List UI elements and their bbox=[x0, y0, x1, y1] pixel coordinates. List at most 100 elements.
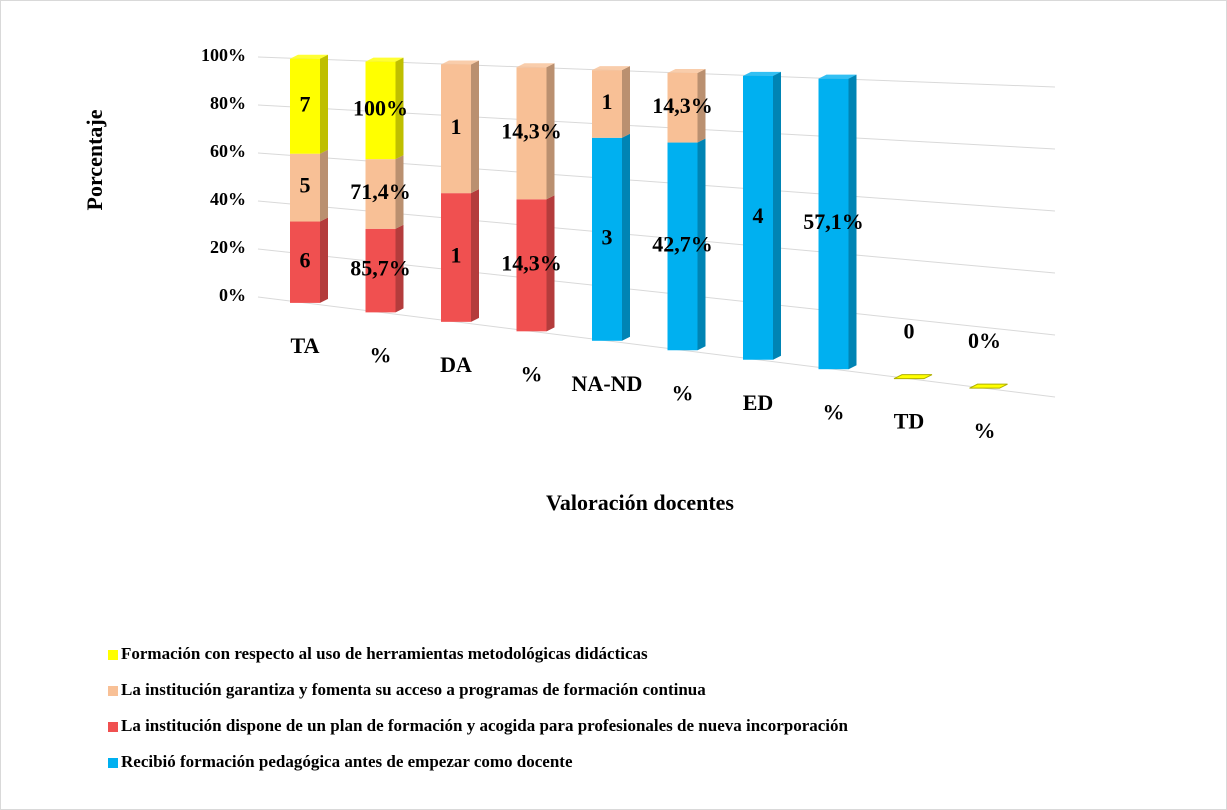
data-label: 4 bbox=[753, 203, 764, 228]
y-tick-label: 100% bbox=[201, 45, 246, 65]
bar bbox=[592, 137, 622, 341]
bar bbox=[969, 383, 1008, 389]
bar bbox=[743, 75, 773, 360]
bar bbox=[441, 193, 471, 322]
data-label: 0% bbox=[968, 328, 1001, 353]
bar-side bbox=[622, 133, 630, 341]
legend-swatch bbox=[108, 650, 118, 660]
legend-swatch bbox=[108, 722, 118, 732]
data-label: 100% bbox=[353, 95, 408, 120]
bar-side bbox=[848, 74, 857, 370]
bar-side-shade bbox=[395, 57, 404, 160]
data-label: 14,3% bbox=[501, 118, 562, 143]
bar bbox=[667, 72, 698, 143]
bar-top bbox=[290, 54, 328, 59]
bar-side-shade bbox=[471, 189, 479, 322]
legend-label: La institución garantiza y fomenta su ac… bbox=[121, 680, 706, 699]
data-label: 1 bbox=[602, 89, 613, 114]
x-tick-label: % bbox=[672, 380, 694, 405]
bar bbox=[365, 159, 396, 229]
legend-label: Formación con respecto al uso de herrami… bbox=[121, 644, 648, 663]
bar-top bbox=[818, 74, 857, 79]
y-tick-label: 40% bbox=[210, 189, 246, 209]
bar-side-shade bbox=[848, 74, 857, 370]
x-tick-label: NA-ND bbox=[572, 371, 643, 396]
y-axis-title: Porcentaje bbox=[82, 109, 107, 210]
bar-side bbox=[395, 155, 404, 229]
x-tick-label: TA bbox=[291, 333, 320, 358]
y-tick-label: 20% bbox=[210, 237, 246, 257]
bar bbox=[516, 67, 547, 200]
bar-side bbox=[697, 68, 706, 143]
bar-top bbox=[592, 66, 630, 71]
bar-side bbox=[546, 195, 555, 332]
grid-line bbox=[257, 296, 1056, 398]
bar bbox=[290, 58, 320, 154]
bar bbox=[365, 61, 396, 160]
y-tick-label: 0% bbox=[219, 285, 246, 305]
x-tick-label: DA bbox=[440, 352, 472, 377]
x-tick-label: % bbox=[370, 342, 392, 367]
bar-side-shade bbox=[697, 138, 706, 351]
data-label: 0 bbox=[904, 319, 915, 344]
legend-label: Recibió formación pedagógica antes de em… bbox=[121, 752, 573, 771]
bar bbox=[893, 374, 933, 380]
bar-side-shade bbox=[395, 155, 404, 229]
bar-side bbox=[320, 149, 328, 222]
bar-side bbox=[320, 54, 328, 154]
bar-side-shade bbox=[395, 224, 404, 313]
bar-side-shade bbox=[622, 133, 630, 341]
data-label: 5 bbox=[300, 173, 311, 198]
data-label: 1 bbox=[451, 243, 462, 268]
bar-side bbox=[395, 57, 404, 160]
bar-side bbox=[546, 63, 555, 200]
bar bbox=[516, 199, 547, 332]
data-label: 14,3% bbox=[501, 250, 562, 275]
data-label: 7 bbox=[300, 91, 311, 116]
bar-top bbox=[516, 63, 555, 68]
bar bbox=[365, 228, 396, 313]
bar bbox=[290, 221, 320, 303]
x-tick-label: % bbox=[823, 399, 845, 424]
x-tick-label: TD bbox=[894, 409, 925, 434]
bar bbox=[667, 142, 698, 351]
bar-top bbox=[743, 71, 781, 76]
bar-side bbox=[622, 66, 630, 138]
data-label: 71,4% bbox=[350, 179, 411, 204]
data-label: 85,7% bbox=[350, 256, 411, 281]
bar-side-shade bbox=[320, 54, 328, 154]
data-label: 6 bbox=[300, 247, 311, 272]
bar-side-shade bbox=[622, 66, 630, 138]
bar-side bbox=[773, 71, 781, 360]
bar-side bbox=[395, 224, 404, 313]
x-tick-label: ED bbox=[743, 390, 774, 415]
bar bbox=[441, 64, 471, 194]
bar-top bbox=[365, 57, 404, 62]
bar-side-shade bbox=[320, 217, 328, 303]
bar bbox=[592, 70, 622, 138]
bar-side bbox=[471, 189, 479, 322]
data-label: 3 bbox=[602, 224, 613, 249]
y-tick-label: 80% bbox=[210, 93, 246, 113]
data-label: 1 bbox=[451, 114, 462, 139]
legend-label: La institución dispone de un plan de for… bbox=[121, 716, 849, 735]
bar-side-shade bbox=[546, 63, 555, 200]
bar-side-shade bbox=[697, 68, 706, 143]
legend-swatch bbox=[108, 758, 118, 768]
bar-side-shade bbox=[546, 195, 555, 332]
bar-side-shade bbox=[773, 71, 781, 360]
bar-side bbox=[697, 138, 706, 351]
data-label: 57,1% bbox=[803, 209, 864, 234]
x-tick-label: % bbox=[974, 418, 996, 443]
bar bbox=[290, 153, 320, 222]
bar bbox=[818, 78, 849, 370]
bar-top bbox=[667, 68, 706, 73]
y-tick-label: 60% bbox=[210, 141, 246, 161]
bar-side-shade bbox=[320, 149, 328, 222]
bar-side-shade bbox=[471, 60, 479, 194]
data-label: 42,7% bbox=[652, 231, 713, 256]
bar-top bbox=[441, 60, 479, 65]
bar-side bbox=[320, 217, 328, 303]
x-tick-label: % bbox=[521, 361, 543, 386]
